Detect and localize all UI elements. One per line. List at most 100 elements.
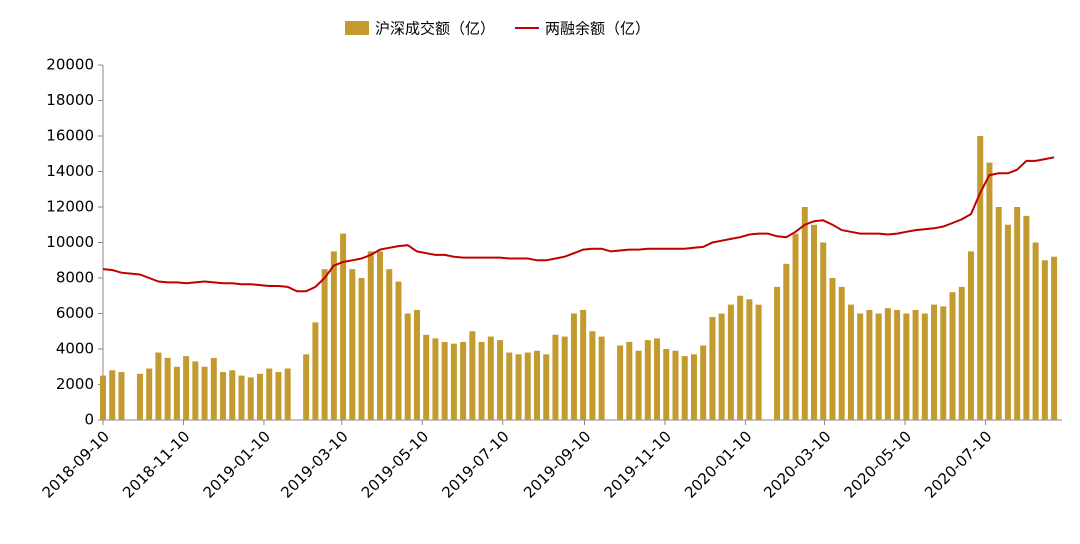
bar	[635, 350, 642, 420]
bar	[820, 242, 827, 420]
bar	[949, 292, 956, 420]
bar	[367, 251, 374, 420]
bar	[238, 375, 245, 420]
bar	[866, 309, 873, 420]
x-tick-label: 2019-09-10	[520, 427, 594, 501]
bar	[404, 313, 411, 420]
bar	[450, 343, 457, 420]
bar	[598, 336, 605, 420]
bar	[506, 352, 513, 420]
bar	[995, 207, 1002, 420]
bar	[173, 366, 180, 420]
bar	[580, 309, 587, 420]
bar	[783, 263, 790, 420]
bar	[256, 373, 263, 420]
y-tick-label: 4000	[56, 340, 94, 358]
x-tick-label: 2018-09-10	[39, 427, 113, 501]
bar	[654, 338, 661, 420]
x-tick-label: 2020-05-10	[841, 427, 915, 501]
legend-swatch	[345, 21, 369, 35]
y-tick-label: 0	[84, 411, 94, 429]
bar	[884, 308, 891, 420]
bar	[220, 372, 227, 420]
bar	[921, 313, 928, 420]
bar	[321, 269, 328, 420]
bar	[811, 224, 818, 420]
bar	[460, 341, 467, 420]
legend-label: 两融余额（亿）	[545, 20, 650, 38]
bar	[552, 334, 559, 420]
bar	[1023, 215, 1030, 420]
bar	[469, 331, 476, 420]
bar	[524, 352, 531, 420]
bar	[1051, 256, 1058, 420]
x-tick-label: 2019-01-10	[200, 427, 274, 501]
bar	[312, 322, 319, 420]
bar	[718, 313, 725, 420]
bar	[413, 309, 420, 420]
bar	[626, 341, 633, 420]
bar	[533, 350, 540, 420]
y-tick-label: 18000	[46, 91, 94, 109]
bar	[432, 338, 439, 420]
bar	[737, 295, 744, 420]
x-tick-label: 2019-03-10	[277, 427, 351, 501]
bar	[109, 370, 116, 420]
bar	[977, 136, 984, 420]
bar	[894, 309, 901, 420]
bar	[330, 251, 337, 420]
bar	[1014, 207, 1021, 420]
bar	[146, 368, 153, 420]
bar	[497, 340, 504, 420]
bar	[570, 313, 577, 420]
bar	[100, 375, 106, 420]
x-tick-label: 2019-05-10	[358, 427, 432, 501]
bar	[358, 278, 365, 420]
bar	[192, 361, 199, 420]
bar	[912, 309, 919, 420]
bar	[801, 207, 808, 420]
bar	[303, 354, 310, 420]
bar	[201, 366, 208, 420]
bar	[478, 341, 485, 420]
x-tick-label: 2019-11-10	[601, 427, 675, 501]
bar	[386, 269, 393, 420]
bar	[136, 373, 143, 420]
bar	[155, 352, 162, 420]
bar	[958, 286, 965, 420]
bar	[746, 299, 753, 420]
x-tick-label: 2020-03-10	[760, 427, 834, 501]
bar	[183, 356, 190, 420]
bar	[487, 336, 494, 420]
bar	[967, 251, 974, 420]
bar	[663, 349, 670, 420]
y-tick-label: 14000	[46, 162, 94, 180]
bar	[986, 162, 993, 420]
x-tick-label: 2019-07-10	[438, 427, 512, 501]
x-tick-label: 2018-11-10	[119, 427, 193, 501]
bar	[543, 354, 550, 420]
bar	[515, 354, 522, 420]
bar	[931, 304, 938, 420]
bar	[875, 313, 882, 420]
bar	[340, 233, 347, 420]
x-tick-label: 2020-07-10	[921, 427, 995, 501]
legend-label: 沪深成交额（亿）	[375, 20, 495, 38]
bar	[709, 317, 716, 420]
bar	[275, 372, 282, 420]
bar	[284, 368, 291, 420]
y-tick-label: 8000	[56, 269, 94, 287]
bar	[349, 269, 356, 420]
bar	[210, 357, 217, 420]
bar	[377, 251, 384, 420]
x-tick-label: 2020-01-10	[681, 427, 755, 501]
y-tick-label: 12000	[46, 198, 94, 216]
bar	[617, 345, 624, 420]
bar	[266, 368, 273, 420]
bar	[792, 233, 799, 420]
bar	[247, 377, 254, 420]
line	[102, 156, 1055, 293]
bar	[561, 336, 568, 420]
y-tick-label: 6000	[56, 304, 94, 322]
bar	[838, 286, 845, 420]
